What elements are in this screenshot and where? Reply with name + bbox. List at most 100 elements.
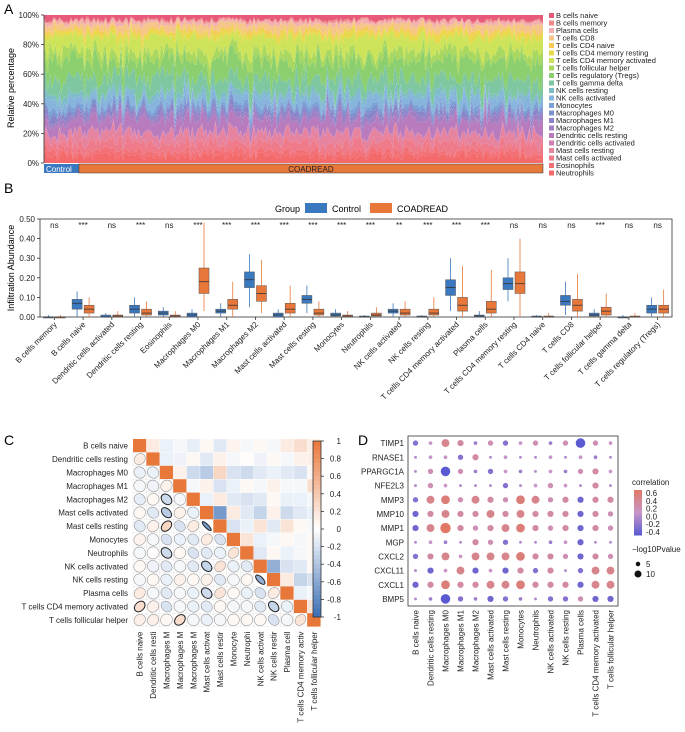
corr-cell [293, 572, 308, 587]
corr-ellipse [146, 573, 160, 586]
dot [534, 455, 537, 459]
legend-control-swatch [305, 203, 327, 213]
significance-label: *** [366, 221, 375, 230]
cell-label: Dendritic cells resting [427, 610, 436, 686]
y-tick-label: 0.10 [19, 293, 35, 302]
dot [562, 496, 569, 503]
dot [457, 454, 464, 460]
cell-label: Macrophages M0 [442, 609, 451, 671]
y-tick-label: 80% [23, 41, 39, 50]
corr-cell [186, 465, 201, 480]
color-legend-segment [634, 514, 642, 517]
legend-label: Plasma cells [556, 26, 598, 35]
colorbar-segment [313, 529, 321, 534]
dot [563, 469, 568, 474]
corr-ellipse [174, 614, 186, 626]
corr-ellipse [187, 520, 200, 532]
corr-ellipse [146, 533, 160, 546]
legend-label: NK cells resting [556, 86, 608, 95]
dot [547, 553, 554, 560]
corr-cell [280, 505, 294, 520]
col-label: Macrophages M [189, 631, 198, 689]
cell-label: Macrophages M2 [472, 609, 481, 671]
dot [443, 455, 448, 460]
corr-ellipse [267, 587, 280, 599]
corr-cell [293, 479, 308, 493]
corr-cell [280, 546, 294, 560]
colorbar-segment [313, 502, 321, 508]
corr-cell [240, 479, 254, 493]
colorbar-segment [313, 568, 321, 574]
panel-a-y-axis: 0% 20% 40% 60% 80% 100% [19, 11, 45, 168]
corr-ellipse [147, 506, 159, 519]
significance-label: *** [280, 221, 289, 230]
y-tick-label: 0.40 [19, 235, 35, 244]
dot [547, 510, 554, 518]
dot [427, 510, 434, 518]
corr-cell [199, 465, 214, 480]
dot [412, 440, 419, 446]
dot [607, 595, 614, 603]
color-legend-segment [634, 503, 642, 506]
colorbar-segment [313, 454, 321, 460]
corr-cell [199, 479, 214, 493]
legend-swatch [549, 35, 554, 41]
corr-cell [266, 505, 281, 520]
significance-label: ns [653, 221, 661, 230]
cell-label: NK cells activated [547, 610, 556, 674]
corr-ellipse [240, 587, 253, 600]
dot [593, 455, 598, 460]
color-legend-segment [634, 521, 642, 525]
box-coadread-box [371, 312, 382, 317]
dot [427, 468, 434, 475]
colorbar-tick-label: 0.6 [330, 472, 342, 481]
row-label: T cells CD4 memory activated [21, 603, 128, 612]
corr-cell [293, 452, 308, 466]
color-legend-title: correlation [632, 478, 669, 487]
dot [472, 581, 479, 588]
dot [516, 509, 525, 518]
corr-ellipse [214, 587, 226, 599]
corr-ellipse [173, 546, 187, 560]
dot [414, 569, 417, 573]
diag-cell [240, 546, 254, 560]
corr-ellipse [160, 613, 173, 627]
colorbar-segment [313, 515, 321, 521]
colorbar-segment [313, 551, 321, 556]
col-label: Dendritic cells resti [149, 631, 158, 698]
legend-label: T cells CD4 memory resting [556, 49, 648, 58]
dot [517, 567, 524, 574]
corr-ellipse [200, 600, 213, 613]
corr-ellipse [133, 453, 146, 465]
col-label: NK cells restir [270, 631, 279, 681]
legend-swatch [549, 140, 554, 146]
corr-cell [253, 546, 268, 560]
legend-swatch [549, 50, 554, 56]
row-label: Plasma cells [83, 589, 128, 598]
corr-ellipse [173, 586, 187, 600]
colorbar-segment [313, 471, 321, 477]
dot [502, 497, 509, 503]
legend-swatch [549, 73, 554, 78]
color-legend-segment [634, 506, 642, 510]
cell-label: NK cells resting [562, 610, 571, 666]
y-tick-label: 0.20 [19, 274, 35, 283]
legend-swatch [549, 125, 554, 131]
dot [414, 540, 417, 544]
diag-cell [146, 452, 160, 466]
x-tick-label: T cells gamma delta [576, 320, 633, 377]
size-legend-label: 10 [646, 570, 655, 579]
col-label: NK cells activat [256, 631, 265, 686]
row-label: NK cells resting [72, 576, 128, 585]
y-tick-label: 0.50 [19, 215, 35, 224]
colorbar-segment [313, 542, 321, 548]
dot [428, 540, 433, 545]
area-layer-14 [44, 92, 543, 132]
cell-label: Mast cells activated [487, 610, 496, 680]
legend-label: Mast cells resting [556, 146, 614, 155]
corr-cell [293, 492, 308, 507]
corr-cell [253, 532, 268, 547]
corr-ellipse [213, 600, 227, 613]
dot [516, 580, 525, 590]
color-legend-segment [634, 518, 642, 521]
